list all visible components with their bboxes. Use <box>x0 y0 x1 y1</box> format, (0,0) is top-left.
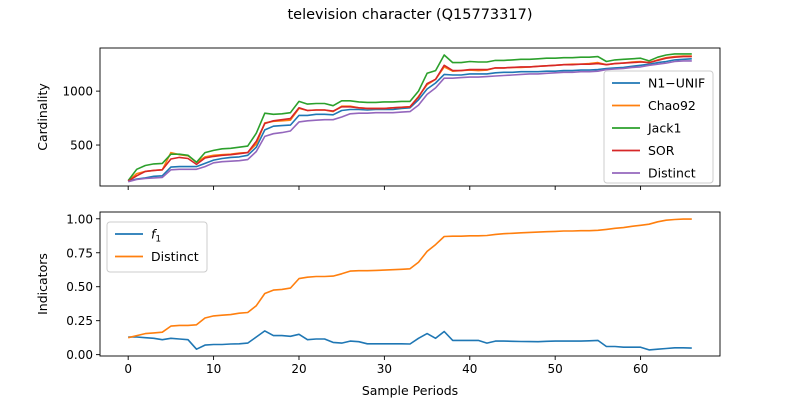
legend-label: Distinct <box>648 166 696 181</box>
series-line-0-4 <box>127 60 692 183</box>
y-tick-label: 0.00 <box>66 348 93 362</box>
legend: N1−UNIF Chao92 Jack1 SOR Distinct <box>603 70 714 184</box>
legend-label: N1−UNIF <box>648 76 705 91</box>
axes-frame <box>99 211 721 357</box>
top-panel-cardinality: 500 1000 Cardinality N1−UNIF Chao92 Jack1 SOR D… <box>35 47 721 190</box>
series-line-0-0 <box>128 58 692 182</box>
legend-label: Distinct <box>151 249 199 264</box>
x-tick-label: 20 <box>291 362 306 376</box>
y-axis-label: Cardinality <box>35 83 50 151</box>
legend-box <box>106 221 208 273</box>
legend-box <box>603 70 714 184</box>
y-tick-label: 1000 <box>62 85 93 99</box>
bottom-panel-indicators: 0 10 20 30 40 50 60 0.00 0.25 0.50 0.75 1.00 Indicat… <box>35 211 721 398</box>
x-tick-label: 40 <box>462 362 477 376</box>
y-tick-label: 0.25 <box>66 314 93 328</box>
legend-label: Chao92 <box>648 98 696 113</box>
x-tick-label: 30 <box>377 362 392 376</box>
series-line-1-0 <box>128 330 692 351</box>
legend-label: f1 <box>151 227 161 245</box>
axes-frame <box>99 47 721 187</box>
legend-label: SOR <box>648 143 675 158</box>
y-tick-label: 0.75 <box>66 246 93 260</box>
y-axis-label: Indicators <box>35 253 50 315</box>
y-tick-label: 0.50 <box>66 280 93 294</box>
y-tick-label: 1.00 <box>66 212 93 226</box>
legend: f1 Distinct <box>106 221 208 273</box>
x-tick-label: 50 <box>548 362 563 376</box>
x-tick-label: 60 <box>633 362 648 376</box>
x-tick-label: 0 <box>124 362 132 376</box>
y-tick-label: 500 <box>70 139 93 153</box>
figure-title: television character (Q15773317) <box>288 7 533 23</box>
series-line-0-2 <box>127 53 692 182</box>
x-tick-label: 10 <box>206 362 221 376</box>
series-line-0-3 <box>127 55 692 182</box>
legend-label: Jack1 <box>647 121 681 136</box>
series-line-1-1 <box>128 218 692 339</box>
x-axis-label: Sample Periods <box>362 383 458 398</box>
